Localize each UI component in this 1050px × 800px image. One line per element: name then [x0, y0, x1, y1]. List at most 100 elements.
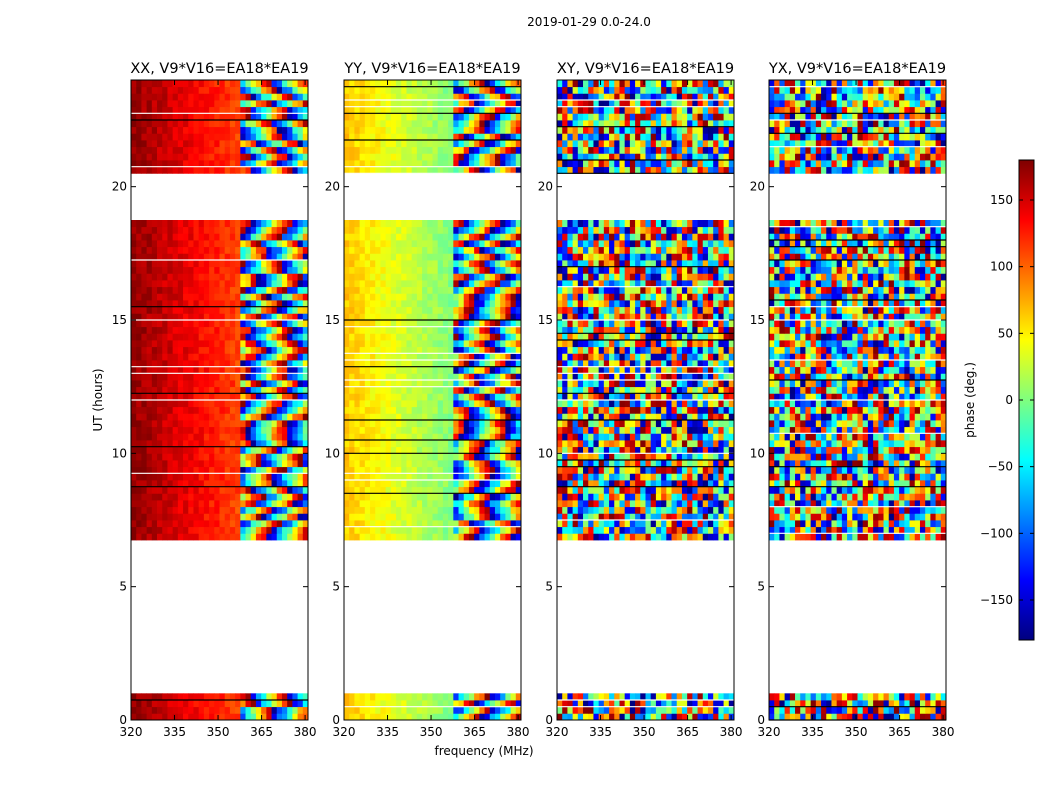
heat-cell: [359, 366, 366, 374]
heat-cell: [432, 520, 439, 528]
heat-cell: [250, 426, 257, 434]
heat-cell: [146, 166, 153, 174]
heat-cell: [297, 133, 304, 141]
heat-cell: [183, 466, 189, 474]
heat-cell: [224, 346, 231, 354]
heat-cell: [697, 700, 704, 708]
heat-cell: [203, 380, 210, 388]
heat-cell: [162, 446, 168, 454]
heat-cell: [448, 166, 454, 174]
heat-cell: [271, 160, 278, 168]
heat-cell: [468, 106, 475, 114]
heat-cell: [177, 713, 184, 721]
heat-cell: [209, 333, 215, 341]
heat-cell: [167, 533, 174, 541]
heat-cell: [250, 166, 257, 174]
heat-cell: [370, 280, 376, 288]
heat-cell: [240, 706, 246, 714]
heat-cell: [364, 453, 371, 461]
heat-cell: [203, 126, 210, 134]
heat-cell: [687, 493, 693, 501]
heat-cell: [359, 500, 366, 508]
heat-cell: [380, 406, 387, 414]
heat-cell: [193, 300, 200, 308]
heat-cell: [484, 526, 491, 534]
heat-cell: [198, 273, 205, 281]
heat-cell: [432, 266, 439, 274]
heat-cell: [281, 146, 288, 154]
heat-cell: [442, 493, 449, 501]
heat-cell: [510, 426, 517, 434]
heat-cell: [380, 253, 387, 261]
heat-cell: [406, 240, 413, 248]
heat-cell: [422, 506, 428, 514]
heat-cell: [375, 246, 381, 254]
heat-cell: [406, 493, 413, 501]
heat-cell: [193, 420, 200, 428]
heat-cell: [396, 333, 402, 341]
heat-cell: [177, 446, 184, 454]
heat-cell: [146, 360, 153, 368]
heat-cell: [240, 433, 246, 441]
heat-cell: [427, 133, 433, 141]
heat-cell: [157, 426, 163, 434]
heat-cell: [500, 506, 506, 514]
heat-cell: [370, 360, 376, 368]
heat-cell: [229, 426, 236, 434]
heat-cell: [489, 320, 496, 328]
heat-cell: [422, 260, 428, 268]
heat-cell: [442, 353, 449, 361]
heat-cell: [572, 520, 579, 528]
heat-cell: [396, 473, 402, 481]
heat-cell: [167, 366, 174, 374]
heat-cell: [505, 286, 511, 294]
heat-cell: [193, 380, 200, 388]
heat-cell: [302, 440, 309, 448]
heat-cell: [255, 353, 262, 361]
heat-cell: [287, 493, 293, 501]
heat-cell: [250, 306, 257, 314]
heat-cell: [271, 93, 278, 101]
heat-cell: [245, 360, 252, 368]
heat-cell: [198, 453, 205, 461]
heat-cell: [261, 480, 267, 488]
heat-cell: [203, 453, 210, 461]
heat-cell: [458, 373, 465, 381]
heat-cell: [276, 506, 283, 514]
heat-cell: [448, 340, 454, 348]
heat-cell: [349, 320, 355, 328]
heat-cell: [401, 133, 407, 141]
heat-cell: [448, 233, 454, 241]
heat-cell: [172, 120, 179, 128]
heat-cell: [172, 253, 179, 261]
heat-cell: [172, 320, 179, 328]
heat-cell: [401, 500, 407, 508]
heat-cell: [390, 146, 397, 154]
heat-cell: [219, 120, 226, 128]
heat-cell: [448, 106, 454, 114]
heat-cell: [515, 306, 522, 314]
heat-cell: [479, 226, 485, 234]
heat-cell: [224, 340, 231, 348]
heat-cell: [229, 120, 236, 128]
heat-cell: [219, 406, 226, 414]
heat-cell: [235, 286, 241, 294]
heat-cell: [287, 393, 293, 401]
heat-cell: [245, 100, 252, 108]
heat-cell: [489, 400, 496, 408]
heat-cell: [432, 426, 439, 434]
heat-cell: [271, 240, 278, 248]
heat-cell: [494, 400, 501, 408]
heat-cell: [624, 526, 631, 534]
heat-cell: [416, 473, 423, 481]
heat-cell: [235, 100, 241, 108]
heat-cell: [422, 133, 428, 141]
heat-cell: [442, 393, 449, 401]
heat-cell: [250, 460, 257, 468]
heat-cell: [364, 500, 371, 508]
heat-cell: [240, 493, 246, 501]
heat-cell: [463, 700, 470, 708]
heat-cell: [458, 300, 465, 308]
heat-cell: [276, 453, 283, 461]
heat-cell: [188, 693, 194, 701]
